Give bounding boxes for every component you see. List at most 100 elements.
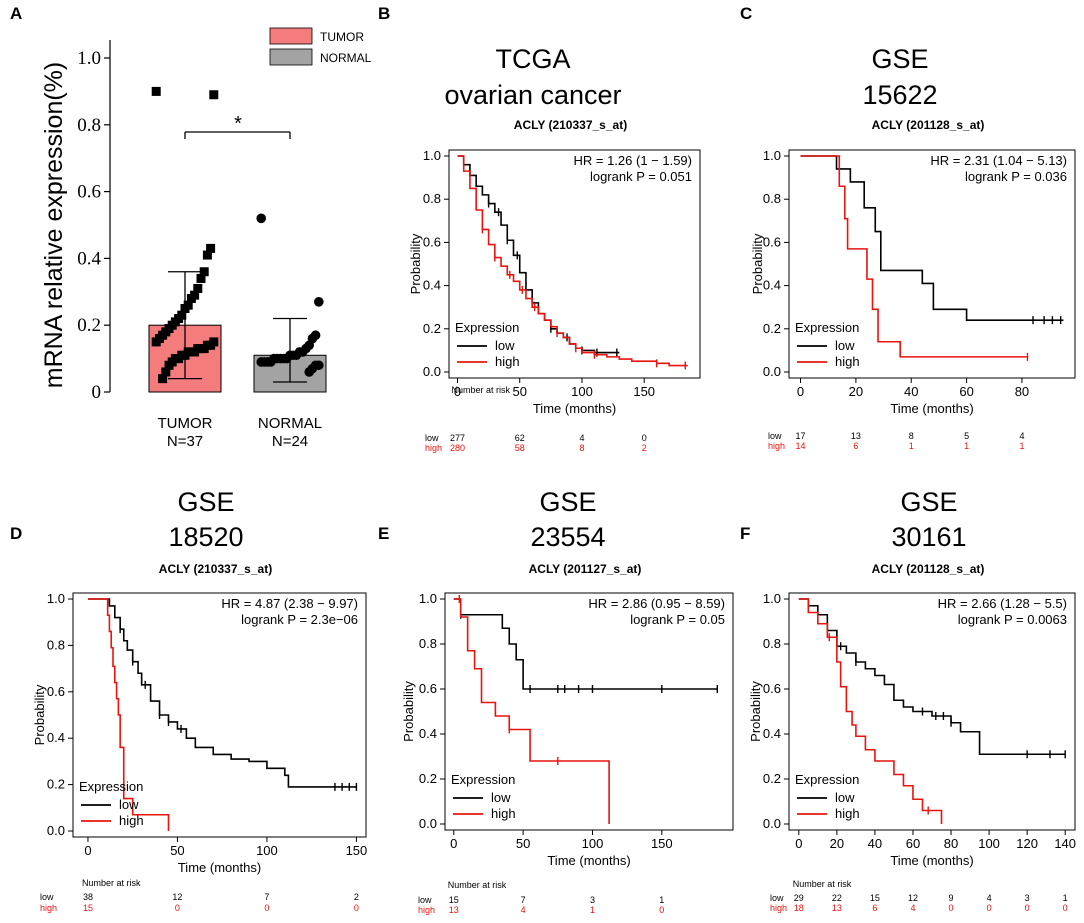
y-tick-label: 0.0 xyxy=(419,816,437,831)
panel-label: D xyxy=(10,524,22,543)
data-point-normal xyxy=(256,213,267,224)
legend-label-high: high xyxy=(835,806,860,821)
logrank-p-text: logrank P = 0.05 xyxy=(630,612,725,627)
panel-title-line2: 23554 xyxy=(530,522,605,552)
risk-value-low: 1 xyxy=(659,895,664,905)
y-tick-label: 0 xyxy=(92,382,102,403)
risk-value-high: 0 xyxy=(354,903,359,913)
x-tick-label: 80 xyxy=(1015,384,1029,399)
y-axis-label: mRNA relative expression(%) xyxy=(40,62,68,389)
y-tick-label: 1.0 xyxy=(419,591,437,606)
plot-frame xyxy=(72,592,367,838)
panel-subtitle: ACLY (210337_s_at) xyxy=(159,562,272,576)
data-point-tumor xyxy=(193,283,203,293)
y-tick-label: 0.6 xyxy=(47,684,65,699)
y-tick-label: 0.4 xyxy=(763,278,781,293)
panel-subtitle: ACLY (210337_s_at) xyxy=(514,118,627,132)
category-label: TUMOR xyxy=(158,415,213,432)
risk-value-high: 0 xyxy=(264,903,269,913)
y-tick-label: 0.2 xyxy=(77,315,101,336)
risk-value-high: 1 xyxy=(590,905,595,915)
risk-value-low: 15 xyxy=(870,893,880,903)
risk-value-low: 277 xyxy=(450,433,465,443)
risk-value-high: 13 xyxy=(832,903,842,913)
legend-title: Expression xyxy=(79,779,143,794)
hazard-ratio-text: HR = 4.87 (2.38 − 9.97) xyxy=(221,596,358,611)
hazard-ratio-text: HR = 2.31 (1.04 − 5.13) xyxy=(930,153,1067,168)
risk-value-high: 2 xyxy=(642,443,647,453)
y-tick-label: 0.6 xyxy=(419,681,437,696)
x-tick-label: 80 xyxy=(944,836,958,851)
y-tick-label: 0.4 xyxy=(419,726,437,741)
panel-label: B xyxy=(378,4,390,23)
data-point-tumor xyxy=(151,337,161,347)
x-tick-label: 120 xyxy=(1016,836,1038,851)
legend-title: Expression xyxy=(455,320,519,335)
x-tick-label: 50 xyxy=(170,843,184,858)
category-n-label: N=37 xyxy=(167,433,203,450)
data-point-normal xyxy=(304,367,315,377)
x-tick-label: 60 xyxy=(906,836,920,851)
risk-row-label-low: low xyxy=(425,433,439,443)
risk-value-low: 38 xyxy=(83,892,93,902)
km-curve-low xyxy=(453,598,718,690)
x-axis-label: Time (months) xyxy=(533,401,616,416)
risk-value-high: 1 xyxy=(1019,441,1024,451)
panel-label: A xyxy=(10,4,22,23)
data-point-tumor xyxy=(158,374,168,384)
y-tick-label: 0.6 xyxy=(763,681,781,696)
y-tick-label: 0.8 xyxy=(47,637,65,652)
logrank-p-text: logrank P = 2.3e−06 xyxy=(241,612,358,627)
risk-row-label-high: high xyxy=(418,905,435,915)
legend-swatch-normal xyxy=(269,48,313,66)
legend-title: Expression xyxy=(795,772,859,787)
y-tick-label: 0.4 xyxy=(47,730,65,745)
y-tick-label: 0.6 xyxy=(763,234,781,249)
x-tick-label: 150 xyxy=(346,843,368,858)
y-tick-label: 0.2 xyxy=(763,321,781,336)
legend-label-high: high xyxy=(835,354,860,369)
category-label: NORMAL xyxy=(258,415,322,432)
risk-value-high: 13 xyxy=(449,905,459,915)
risk-value-high: 1 xyxy=(964,441,969,451)
risk-value-low: 4 xyxy=(1019,431,1024,441)
risk-value-high: 0 xyxy=(987,903,992,913)
panel-title-line1: GSE xyxy=(900,487,957,517)
risk-value-high: 8 xyxy=(579,443,584,453)
panel-title-line1: GSE xyxy=(177,487,234,517)
x-tick-label: 100 xyxy=(256,843,278,858)
risk-row-label-high: high xyxy=(770,903,787,913)
panel-e-km-plot: E GSE 23554 ACLY (201127_s_at) 0.0 0.2 0.4 0.6 0… xyxy=(378,487,734,915)
y-tick-label: 0.6 xyxy=(77,182,101,203)
risk-value-high: 58 xyxy=(515,443,525,453)
data-point-tumor xyxy=(209,90,219,100)
panel-label: C xyxy=(740,4,752,23)
panel-title-line2: 30161 xyxy=(891,522,966,552)
panel-label: F xyxy=(740,524,750,543)
y-tick-label: 0.4 xyxy=(423,278,441,293)
y-tick-label: 0.8 xyxy=(763,636,781,651)
x-tick-label: 140 xyxy=(1054,836,1076,851)
risk-value-low: 5 xyxy=(964,431,969,441)
plot-frame xyxy=(444,592,734,831)
y-tick-label: 0.4 xyxy=(763,726,781,741)
panel-title-line2: ovarian cancer xyxy=(444,80,621,110)
data-point-tumor xyxy=(164,360,174,370)
x-axis-label: Time (months) xyxy=(178,860,261,875)
risk-value-low: 29 xyxy=(794,893,804,903)
y-tick-label: 0.8 xyxy=(763,191,781,206)
risk-row-label-low: low xyxy=(40,892,54,902)
risk-value-low: 7 xyxy=(264,892,269,902)
y-axis-label: Probability xyxy=(401,681,416,742)
risk-value-high: 4 xyxy=(910,903,915,913)
logrank-p-text: logrank P = 0.0063 xyxy=(958,612,1067,627)
risk-value-high: 0 xyxy=(1025,903,1030,913)
km-curve-high xyxy=(87,598,170,831)
x-tick-label: 20 xyxy=(830,836,844,851)
risk-value-low: 1 xyxy=(1063,893,1068,903)
legend-label-low: low xyxy=(491,790,511,805)
risk-row-label-high: high xyxy=(40,903,57,913)
y-axis-label: Probability xyxy=(750,233,765,294)
